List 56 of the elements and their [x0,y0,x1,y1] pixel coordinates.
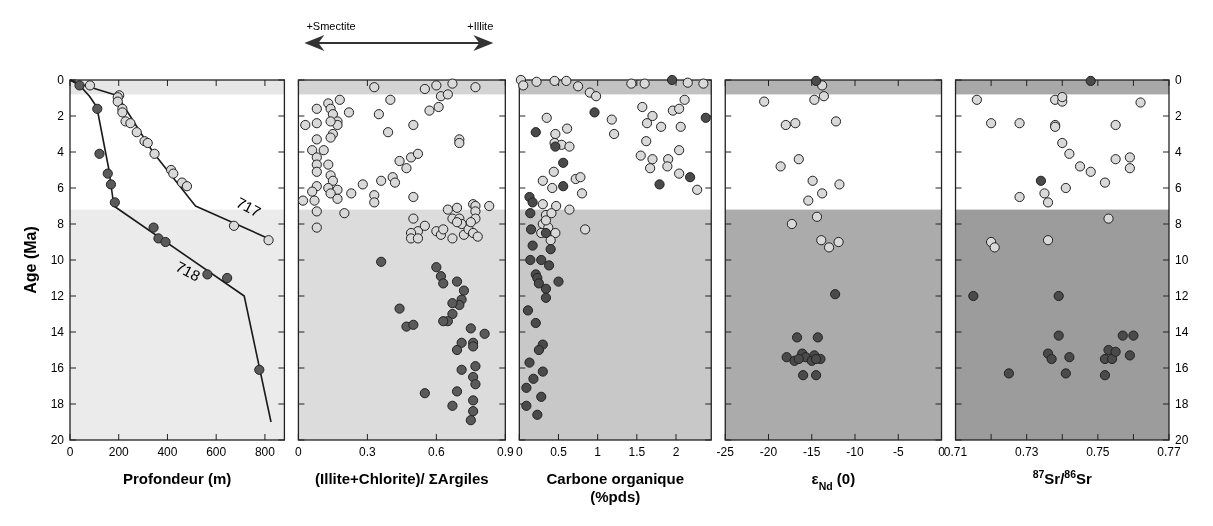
y-tick-label: 20 [1175,433,1189,447]
y-tick-label: 10 [50,253,65,267]
x-tick-label: 0 [295,445,303,459]
y-tick-label: 16 [1175,361,1189,375]
x-axis-title: Carbone organique (%pds) [546,470,685,505]
x-tick-label: 0.9 [496,445,514,459]
y-tick-label: 16 [50,361,65,375]
x-tick-label: 0 [515,445,523,459]
x-tick-label: 600 [206,445,227,459]
x-tick-label: 0 [66,445,74,459]
x-tick-label: 0.73 [1015,445,1039,459]
x-tick-label: 1.5 [628,445,646,459]
y-tick-label: 8 [1175,217,1182,231]
x-axis-title: ε$_{Nd}$ (0) [811,470,856,492]
y-tick-label: 2 [1175,109,1182,123]
text: +Illite [467,20,494,32]
y-tick-label: 20 [50,433,65,447]
x-tick-label: -20 [759,445,778,459]
y-tick-label: 2 [57,109,65,123]
y-tick-label: 6 [57,181,65,195]
x-tick-label: -15 [803,445,821,459]
x-tick-label: 0.6 [428,445,446,459]
y-tick-label: 0 [57,73,65,87]
x-tick-label: 0.75 [1086,445,1110,459]
x-axis-title: (Illite+Chlorite)/ ΣArgiles [315,470,489,487]
y-tick-label: 4 [1175,145,1182,159]
x-tick-label: 2 [672,445,680,459]
y-tick-label: 6 [1175,181,1182,195]
y-tick-label: 18 [1175,397,1189,411]
x-tick-label: 0.5 [550,445,568,459]
y-tick-label: 0 [1175,73,1182,87]
x-tick-label: 0.3 [359,445,377,459]
x-tick-label: -25 [716,445,735,459]
y-tick-label: 4 [57,145,65,159]
y-tick-label: 14 [1175,325,1189,339]
x-tick-label: 800 [254,445,276,459]
y-tick-label: 14 [50,325,65,339]
x-tick-label: 0.77 [1157,445,1181,459]
x-tick-label: -10 [846,445,865,459]
text: +Smectite [306,20,356,32]
x-tick-label: -5 [892,445,904,459]
y-tick-label: 18 [50,397,65,411]
x-axis-title: Profondeur (m) [123,470,232,487]
x-tick-label: 1 [594,445,602,459]
x-axis-title: $^{87}$Sr/$^{86}$Sr [1032,468,1093,487]
y-tick-label: 8 [57,217,65,231]
y-tick-label: 10 [1175,253,1189,267]
x-tick-label: 200 [108,445,130,459]
y-axis-title: Age (Ma) [22,226,39,294]
y-tick-label: 12 [50,289,65,303]
annotation: 718 [173,257,204,285]
x-tick-label: 400 [157,445,178,459]
annotation: 717 [233,193,264,221]
y-tick-label: 12 [1175,289,1189,303]
x-tick-label: 0 [938,445,946,459]
x-tick-label: 0.71 [943,445,968,459]
